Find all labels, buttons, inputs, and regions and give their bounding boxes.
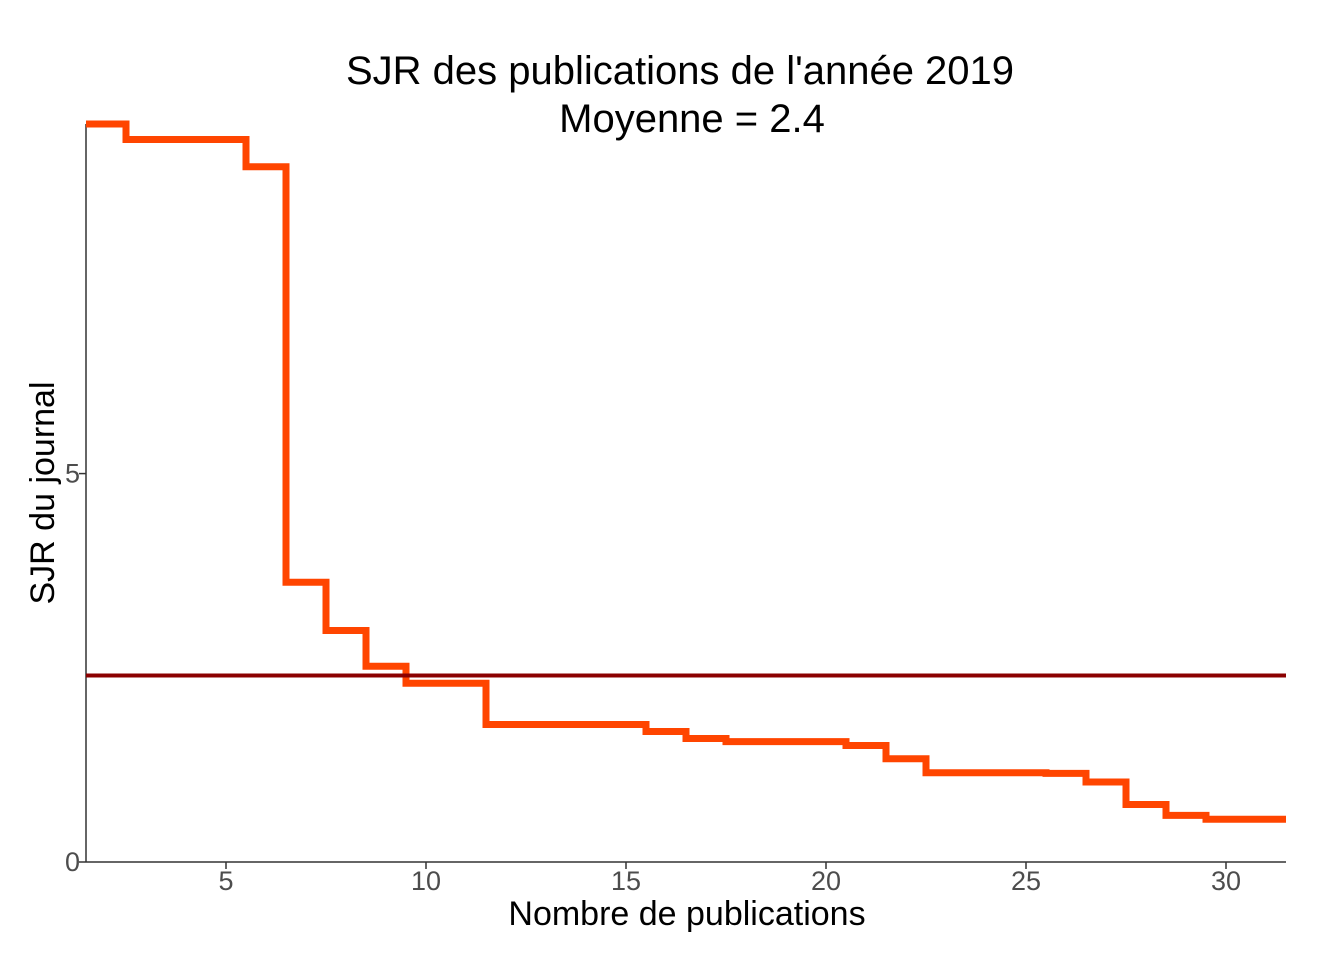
x-axis-title: Nombre de publications (508, 895, 865, 933)
y-axis-ticks: 05 (65, 459, 86, 877)
sjr-step-series (86, 120, 1286, 823)
plot-area: 5 10 15 20 25 30 05 (65, 120, 1286, 896)
x-axis-ticks: 5 10 15 20 25 30 (218, 862, 1241, 896)
y-axis-title: SJR du journal (24, 381, 62, 604)
x-tick-label: 25 (1011, 866, 1041, 896)
y-tick-label: 5 (65, 459, 80, 489)
chart-title: SJR des publications de l'année 2019 (346, 49, 1014, 93)
y-tick-label: 0 (65, 847, 80, 877)
x-tick-label: 10 (411, 866, 441, 896)
x-tick-label: 5 (218, 866, 233, 896)
chart-subtitle: Moyenne = 2.4 (559, 97, 825, 141)
x-tick-label: 15 (611, 866, 641, 896)
x-tick-label: 30 (1211, 866, 1241, 896)
x-tick-label: 20 (811, 866, 841, 896)
